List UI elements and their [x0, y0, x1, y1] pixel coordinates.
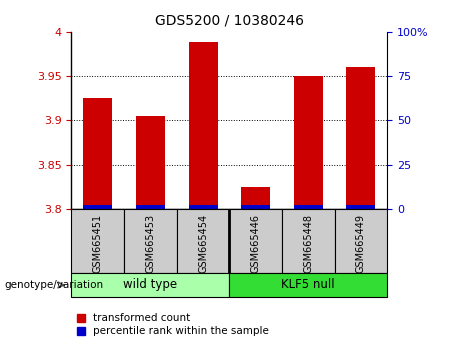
Text: KLF5 null: KLF5 null [282, 279, 335, 291]
Bar [189, 205, 218, 209]
Bar [189, 42, 218, 209]
Bar [71, 209, 124, 273]
Bar [241, 187, 270, 209]
Bar [83, 205, 112, 209]
Title: GDS5200 / 10380246: GDS5200 / 10380246 [155, 14, 304, 28]
Text: GSM665449: GSM665449 [356, 214, 366, 273]
Text: GSM665446: GSM665446 [251, 214, 260, 273]
Bar [136, 205, 165, 209]
Bar [241, 205, 270, 209]
Text: wild type: wild type [124, 279, 177, 291]
Bar [335, 209, 387, 273]
Text: GSM665454: GSM665454 [198, 214, 208, 273]
Bar [347, 205, 375, 209]
Bar [177, 209, 229, 273]
Text: GSM665448: GSM665448 [303, 214, 313, 273]
Bar [124, 209, 177, 273]
Bar [136, 116, 165, 209]
Bar [294, 205, 323, 209]
Bar [294, 76, 323, 209]
Text: GSM665453: GSM665453 [145, 214, 155, 273]
Text: GSM665451: GSM665451 [93, 214, 103, 273]
Legend: transformed count, percentile rank within the sample: transformed count, percentile rank withi… [77, 313, 269, 336]
Bar [347, 67, 375, 209]
Bar [229, 209, 282, 273]
Bar [229, 273, 387, 297]
Bar [83, 98, 112, 209]
Bar [282, 209, 335, 273]
Bar [71, 273, 229, 297]
Text: genotype/variation: genotype/variation [5, 280, 104, 290]
